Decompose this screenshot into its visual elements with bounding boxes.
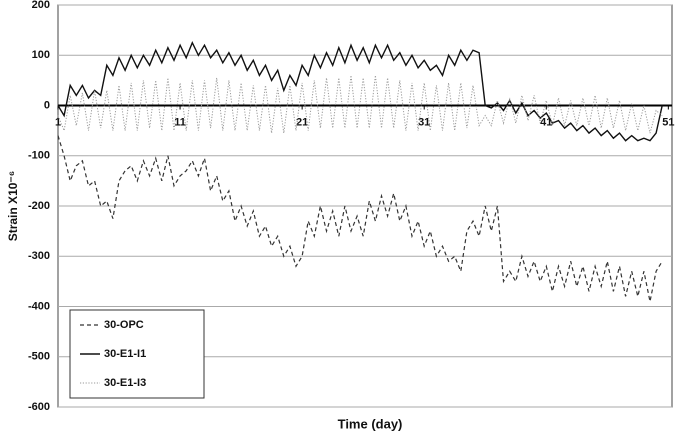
y-tick-label: -200 bbox=[28, 200, 50, 212]
x-tick-label: 31 bbox=[418, 116, 430, 128]
y-tick-label: 100 bbox=[32, 49, 50, 61]
x-axis-label: Time (day) bbox=[338, 416, 403, 431]
y-tick-label: 0 bbox=[44, 99, 50, 111]
y-tick-label: 200 bbox=[32, 0, 50, 11]
y-tick-label: -500 bbox=[28, 351, 50, 363]
legend-label: 30-OPC bbox=[104, 319, 144, 331]
y-tick-label: -400 bbox=[28, 300, 50, 312]
x-tick-label: 11 bbox=[174, 116, 186, 128]
y-axis-label: Strain X10⁻⁶ bbox=[6, 171, 20, 242]
legend-label: 30-E1-I1 bbox=[104, 348, 146, 360]
y-tick-label: -600 bbox=[28, 401, 50, 413]
series-line bbox=[57, 40, 663, 142]
x-tick-label: 21 bbox=[296, 116, 308, 128]
y-tick-label: -100 bbox=[28, 150, 50, 162]
legend-label: 30-E1-I3 bbox=[104, 377, 146, 389]
series-line bbox=[57, 135, 663, 302]
x-tick-label: 51 bbox=[662, 116, 674, 128]
y-tick-label: -300 bbox=[28, 250, 50, 262]
x-tick-label: 41 bbox=[540, 116, 552, 128]
x-tick-label: 1 bbox=[55, 116, 61, 128]
